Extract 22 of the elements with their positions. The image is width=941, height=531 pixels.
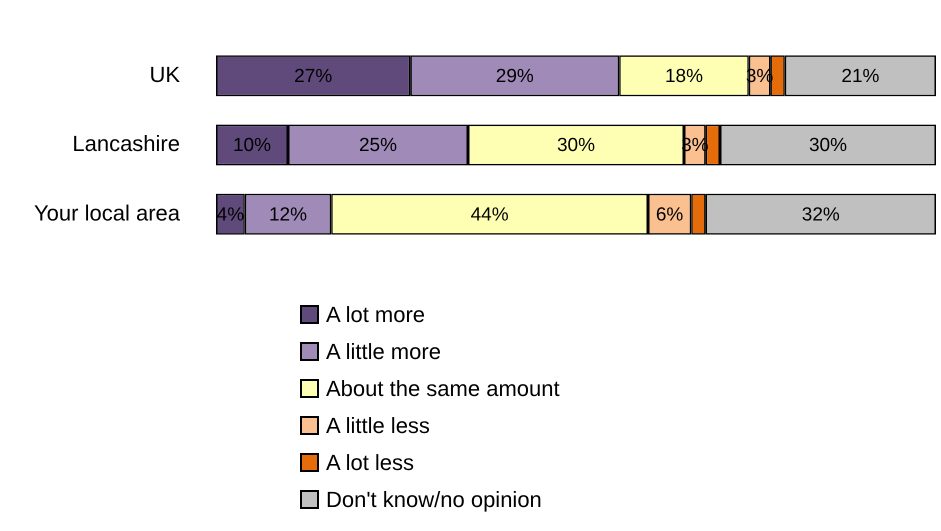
data-label: 32% — [802, 204, 840, 226]
data-label: 27% — [294, 66, 332, 88]
data-label: 18% — [664, 66, 704, 88]
data-label: 44% — [470, 204, 509, 226]
legend-label: A little more — [326, 338, 441, 364]
data-label: 6% — [656, 204, 684, 226]
legend-label: A lot more — [326, 302, 426, 328]
data-label: 21% — [841, 66, 880, 88]
legend-label: About the same amount — [326, 376, 560, 402]
legend-label: A little less — [326, 412, 430, 438]
y-tick-label: UK — [149, 62, 180, 87]
legend-label: Don't know/no opinion — [326, 486, 542, 512]
data-label: 30% — [808, 135, 848, 156]
data-label: 25% — [358, 135, 398, 156]
y-tick-label: Your local area — [34, 200, 181, 226]
y-tick-label: Lancashire — [72, 131, 180, 156]
legend-label: A lot less — [326, 450, 414, 476]
data-label: 30% — [556, 135, 596, 156]
data-label: 4% — [216, 204, 244, 226]
data-label: 12% — [268, 204, 308, 226]
data-label: 10% — [232, 135, 272, 156]
data-label: 29% — [496, 66, 534, 88]
